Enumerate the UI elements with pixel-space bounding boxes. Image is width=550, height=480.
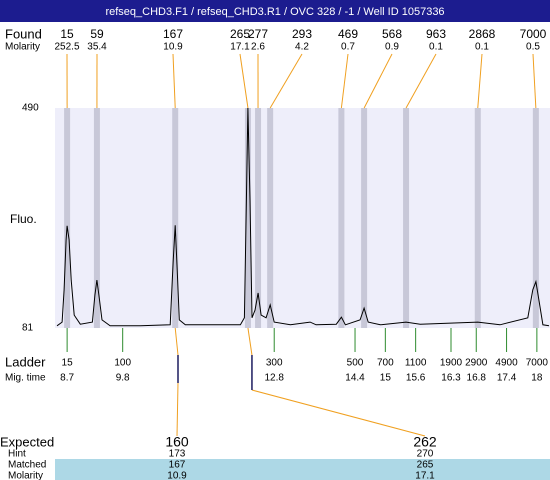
found-connector	[239, 53, 249, 109]
found-connector	[477, 53, 483, 109]
found-size: 265	[230, 27, 250, 41]
found-connector	[363, 53, 393, 109]
title-bar	[0, 0, 550, 22]
hint-label: Hint	[8, 449, 26, 460]
peak-band	[403, 108, 410, 328]
expected-size: 160	[165, 434, 189, 450]
found-molarity: 0.7	[341, 42, 355, 53]
expected-molarity-label: Molarity	[8, 471, 43, 480]
expected-molarity: 10.9	[167, 471, 187, 480]
mig-time-label: Mig. time	[5, 373, 46, 384]
ladder-size: 15	[62, 358, 74, 369]
found-molarity: 0.1	[475, 42, 489, 53]
peak-band	[93, 108, 100, 328]
ladder-time: 18	[531, 373, 543, 384]
expected-matched: 265	[417, 460, 434, 471]
ladder-time: 12.8	[264, 373, 284, 384]
matched-band	[55, 459, 550, 480]
found-size: 2868	[469, 27, 496, 41]
found-molarity: 4.2	[295, 42, 309, 53]
peak-band	[267, 108, 274, 328]
peak-band	[338, 108, 345, 328]
peak-band	[474, 108, 481, 328]
ladder-time: 14.4	[345, 373, 365, 384]
found-size: 59	[90, 27, 104, 41]
ladder-size: 700	[377, 358, 394, 369]
y-tick-label: 490	[22, 103, 39, 114]
found-size: 469	[338, 27, 358, 41]
matched-label: Matched	[8, 460, 46, 471]
found-molarity: 0.9	[385, 42, 399, 53]
found-connector	[405, 53, 437, 109]
peak-band	[255, 108, 262, 328]
ladder-size: 100	[114, 358, 131, 369]
ladder-size: 500	[347, 358, 364, 369]
ladder-size: 300	[266, 358, 283, 369]
trace	[56, 107, 550, 327]
title: refseq_CHD3.F1 / refseq_CHD3.R1 / OVC 32…	[105, 6, 444, 18]
molarity-label: Molarity	[5, 42, 40, 53]
expected-size: 262	[413, 434, 437, 450]
expected-molarity: 17.1	[415, 471, 435, 480]
found-size: 568	[382, 27, 402, 41]
expected-connector	[251, 389, 426, 437]
expected-hint: 173	[169, 449, 186, 460]
found-size: 167	[163, 27, 183, 41]
plot-area	[55, 108, 550, 328]
found-molarity: 35.4	[87, 42, 107, 53]
ladder-size: 4900	[495, 358, 518, 369]
y-label: Fluo.	[10, 212, 37, 226]
ladder-time: 16.3	[441, 373, 461, 384]
found-connector	[269, 53, 303, 109]
found-label: Found	[5, 26, 42, 41]
expected-hint: 270	[417, 449, 434, 460]
expected-label: Expected	[0, 434, 54, 449]
found-molarity: 0.1	[429, 42, 443, 53]
expected-connector	[174, 327, 179, 356]
ladder-size: 2900	[465, 358, 488, 369]
ladder-time: 17.4	[497, 373, 517, 384]
ladder-size: 1900	[440, 358, 463, 369]
y-tick-label: 81	[22, 323, 34, 334]
found-connector	[340, 53, 349, 109]
ladder-time: 16.8	[467, 373, 487, 384]
found-molarity: 2.6	[251, 42, 265, 53]
expected-matched: 167	[169, 460, 186, 471]
found-size: 277	[248, 27, 268, 41]
found-molarity: 252.5	[54, 42, 79, 53]
ladder-label: Ladder	[5, 354, 46, 369]
found-connector	[532, 53, 537, 109]
ladder-time: 15.6	[406, 373, 426, 384]
found-molarity: 0.5	[526, 42, 540, 53]
ladder-size: 7000	[526, 358, 549, 369]
peak-band	[361, 108, 368, 328]
expected-connector	[176, 382, 179, 437]
peak-band	[64, 108, 71, 328]
found-molarity: 10.9	[163, 42, 183, 53]
ladder-time: 9.8	[116, 373, 130, 384]
ladder-size: 1100	[405, 358, 427, 369]
found-size: 963	[426, 27, 446, 41]
found-size: 293	[292, 27, 312, 41]
found-size: 15	[60, 27, 74, 41]
expected-connector	[247, 327, 253, 356]
peak-band	[532, 108, 539, 328]
found-size: 7000	[520, 27, 547, 41]
found-molarity: 17.1	[230, 42, 250, 53]
ladder-time: 8.7	[60, 373, 74, 384]
peak-band	[172, 108, 179, 328]
found-connector	[172, 53, 176, 109]
peak-band	[244, 108, 251, 328]
ladder-time: 15	[380, 373, 392, 384]
